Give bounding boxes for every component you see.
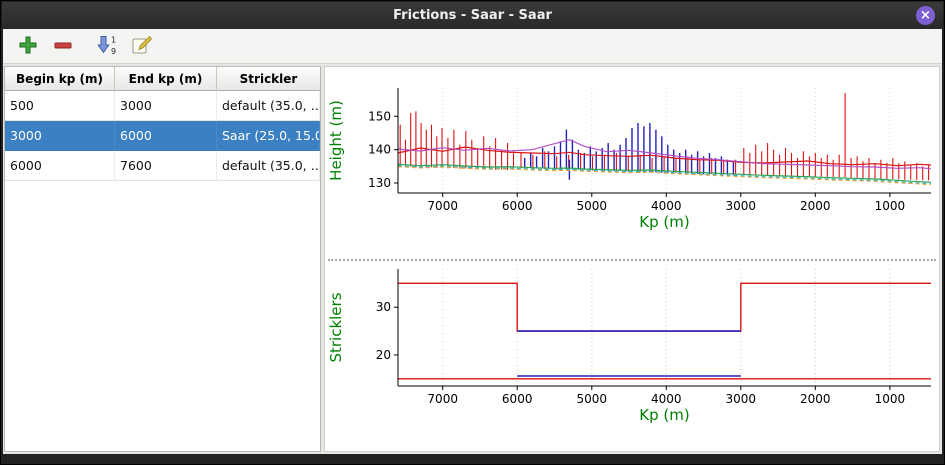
x-tick-label: 4000 (651, 392, 682, 406)
y-tick-label: 150 (368, 109, 391, 123)
bed-level-orange-dashed (397, 166, 931, 186)
x-tick-label: 1000 (875, 199, 906, 213)
window-content: 1 9 Begin kp (m) End kp (m) Strickler 500 3… (3, 29, 942, 454)
sort-button[interactable]: 1 9 (93, 33, 119, 59)
water-level-max (397, 146, 931, 167)
svg-text:9: 9 (111, 47, 116, 56)
y-tick-label: 30 (376, 300, 391, 314)
y-tick-label: 130 (368, 176, 391, 190)
y-axis-label: Height (m) (327, 100, 345, 181)
stricklers-chart: 7000 6000 5000 4000 3000 2000 1000 20 30 Kp (m) St… (327, 269, 931, 424)
x-tick-label: 7000 (427, 199, 458, 213)
bed-level-green (397, 163, 931, 183)
table-cell: 6000 (5, 151, 115, 180)
toolbar: 1 9 (3, 29, 942, 64)
x-axis-label: Kp (m) (639, 213, 689, 231)
window-title: Frictions - Saar - Saar (393, 8, 552, 23)
x-axis-label: Kp (m) (639, 406, 689, 424)
table-cell: 3000 (5, 121, 115, 150)
plus-icon (17, 34, 39, 59)
height-profile-chart: 7000 6000 5000 4000 3000 2000 1000 130 140 150 Kp … (327, 88, 931, 231)
remove-row-button[interactable] (50, 33, 76, 59)
x-tick-label: 5000 (577, 392, 608, 406)
title-bar[interactable]: Frictions - Saar - Saar × (2, 2, 943, 29)
main-area: Begin kp (m) End kp (m) Strickler 500 3000 d… (3, 64, 942, 454)
table-cell: 6000 (115, 121, 217, 150)
y-axis-label: Stricklers (327, 292, 345, 362)
close-button[interactable]: × (916, 6, 935, 25)
charts-panel: 7000 6000 5000 4000 3000 2000 1000 130 140 150 Kp … (324, 66, 940, 452)
y-tick-label: 20 (376, 348, 391, 362)
add-row-button[interactable] (15, 33, 41, 59)
x-tick-label: 6000 (502, 199, 533, 213)
table-cell: default (35.0, … (217, 91, 320, 120)
edit-pencil-icon (130, 34, 153, 59)
table-body: 500 3000 default (35.0, … 3000 6000 Saar (25.… (5, 91, 320, 181)
table-row[interactable]: 6000 7600 default (35.0, … (5, 151, 320, 181)
table-cell: 3000 (115, 91, 217, 120)
table-cell: default (35.0, … (217, 151, 320, 180)
svg-text:1: 1 (111, 35, 116, 44)
bed-level-cyan-dashed (397, 165, 931, 185)
minor-bed-strickler (398, 282, 931, 332)
table-cell: 7600 (115, 151, 217, 180)
x-tick-label: 6000 (502, 392, 533, 406)
table-cell: Saar (25.0, 15.0) (217, 121, 320, 150)
column-header[interactable]: End kp (m) (115, 67, 217, 91)
table-header: Begin kp (m) End kp (m) Strickler (5, 67, 320, 91)
column-header[interactable]: Begin kp (m) (5, 67, 115, 91)
x-tick-label: 3000 (726, 199, 757, 213)
close-icon: × (920, 8, 931, 23)
y-tick-label: 140 (368, 143, 391, 157)
x-tick-label: 4000 (651, 199, 682, 213)
x-tick-label: 2000 (800, 199, 831, 213)
column-header[interactable]: Strickler (217, 67, 320, 91)
table-cell: 500 (5, 91, 115, 120)
cross-sections-selected-zone (523, 123, 735, 180)
x-tick-label: 1000 (875, 392, 906, 406)
x-tick-label: 3000 (726, 392, 757, 406)
sort-1-9-icon: 1 9 (95, 34, 117, 59)
minus-icon (52, 34, 74, 59)
table-row[interactable]: 3000 6000 Saar (25.0, 15.0) (5, 121, 320, 151)
water-level-alt (397, 139, 931, 170)
x-tick-label: 2000 (800, 392, 831, 406)
frictions-table: Begin kp (m) End kp (m) Strickler 500 3000 d… (4, 66, 321, 452)
x-tick-label: 7000 (427, 392, 458, 406)
table-row[interactable]: 500 3000 default (35.0, … (5, 91, 320, 121)
x-tick-label: 5000 (577, 199, 608, 213)
edit-button[interactable] (128, 33, 154, 59)
